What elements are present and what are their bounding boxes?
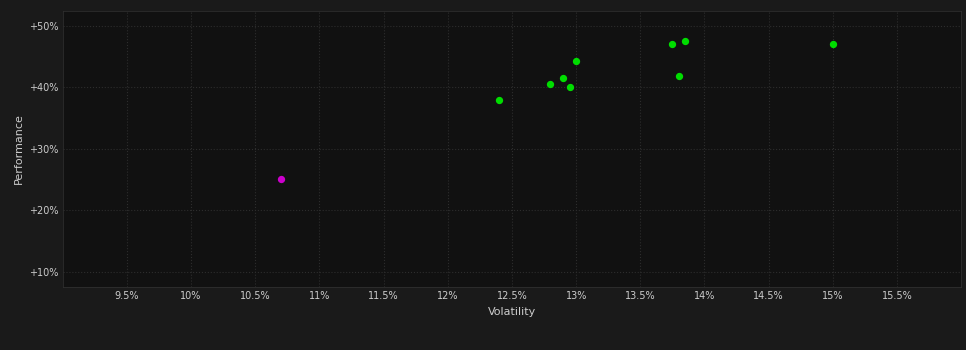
Point [273, 177, 289, 182]
Point [665, 42, 680, 47]
Point [492, 97, 507, 103]
Point [555, 75, 571, 81]
Point [568, 58, 583, 64]
Point [825, 42, 840, 47]
Point [677, 38, 693, 44]
Y-axis label: Performance: Performance [14, 113, 23, 184]
Point [562, 84, 578, 90]
Point [543, 82, 558, 87]
X-axis label: Volatility: Volatility [488, 307, 536, 317]
Point [671, 74, 687, 79]
